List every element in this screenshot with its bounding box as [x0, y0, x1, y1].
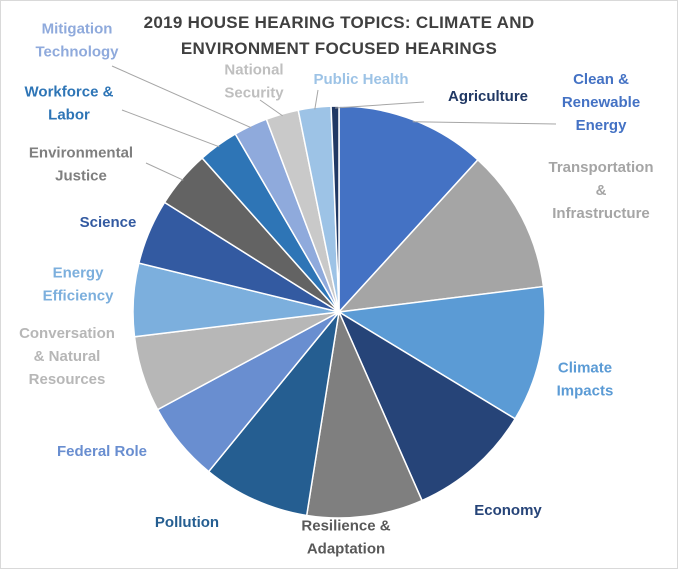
- leader-line-national-security: [259, 99, 283, 117]
- category-labels: Clean & Renewable Energy Transportation & Inf…: [19, 21, 653, 558]
- label-resilience-and-adaptation: Resilience & Adaptation: [301, 518, 390, 558]
- label-line: Infrastructure: [552, 205, 650, 222]
- label-federal-role: Federal Role: [57, 443, 147, 460]
- label-national-security: National Security: [224, 62, 284, 102]
- label-line: Pollution: [155, 514, 219, 531]
- label-line: Conversation: [19, 325, 115, 342]
- label-transportation-and-infrastructure: Transportation & Infrastructure: [548, 159, 653, 222]
- label-workforce-and-labor: Workforce & Labor: [25, 84, 114, 124]
- label-public-health: Public Health: [313, 71, 408, 88]
- label-line: National: [224, 62, 283, 79]
- leader-line-mitigation-technology: [111, 65, 252, 129]
- label-climate-impacts: Climate Impacts: [557, 360, 614, 400]
- label-conversation-and-natural-resources: Conversation & Natural Resources: [19, 325, 115, 388]
- label-pollution: Pollution: [155, 514, 219, 531]
- label-line: Workforce &: [25, 84, 114, 101]
- label-line: Public Health: [313, 71, 408, 88]
- label-line: Mitigation: [42, 21, 113, 38]
- chart-title-line-1: 2019 HOUSE HEARING TOPICS: CLIMATE AND: [144, 13, 535, 32]
- label-line: Climate: [558, 360, 612, 377]
- label-line: Labor: [48, 107, 90, 124]
- label-line: Economy: [474, 502, 542, 519]
- pie-slices: [132, 105, 546, 519]
- label-clean-and-renewable-energy: Clean & Renewable Energy: [562, 71, 640, 134]
- label-line: Resilience &: [301, 518, 390, 535]
- label-line: Technology: [35, 44, 119, 61]
- label-economy: Economy: [474, 502, 542, 519]
- slice-climate-impacts: [336, 285, 546, 420]
- label-line: Agriculture: [448, 88, 528, 105]
- label-energy-efficiency: Energy Efficiency: [43, 265, 115, 305]
- slice-clean-and-renewable-energy: [338, 105, 479, 314]
- slice-agriculture: [330, 105, 340, 313]
- label-line: Justice: [55, 168, 107, 185]
- label-line: & Natural: [34, 348, 101, 365]
- chart-title-line-2: ENVIRONMENT FOCUSED HEARINGS: [181, 39, 497, 58]
- label-line: Energy: [576, 117, 628, 134]
- slice-economy: [337, 310, 517, 502]
- label-agriculture: Agriculture: [448, 88, 528, 105]
- leader-line-agriculture: [335, 101, 425, 109]
- slice-pollution: [207, 309, 341, 517]
- leader-line-public-health: [314, 89, 319, 110]
- label-line: &: [596, 182, 607, 199]
- leader-line-clean-and-renewable-energy: [412, 121, 557, 125]
- label-line: Clean &: [573, 71, 629, 88]
- label-line: Energy: [53, 265, 105, 282]
- label-science: Science: [80, 214, 137, 231]
- label-line: Adaptation: [307, 541, 385, 558]
- label-line: Efficiency: [43, 288, 115, 305]
- label-line: Renewable: [562, 94, 640, 111]
- leader-line-workforce-and-labor: [121, 109, 220, 148]
- label-mitigation-technology: Mitigation Technology: [35, 21, 119, 61]
- label-line: Environmental: [29, 145, 133, 162]
- label-line: Transportation: [548, 159, 653, 176]
- label-line: Security: [224, 85, 284, 102]
- label-line: Science: [80, 214, 137, 231]
- label-line: Resources: [29, 371, 106, 388]
- leader-lines: [111, 65, 557, 181]
- slice-resilience-and-adaptation: [305, 309, 424, 519]
- leader-line-environmental-justice: [145, 162, 184, 181]
- label-line: Impacts: [557, 383, 614, 400]
- slice-transportation-and-infrastructure: [337, 158, 545, 313]
- label-environmental-justice: Environmental Justice: [29, 145, 133, 185]
- label-line: Federal Role: [57, 443, 147, 460]
